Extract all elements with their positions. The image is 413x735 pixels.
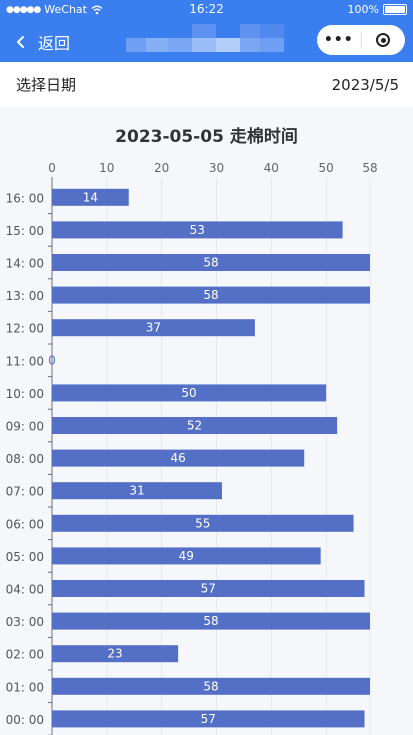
- bar: [52, 677, 370, 695]
- bar: [52, 417, 338, 434]
- data-label: 46: [170, 451, 185, 465]
- bar: [52, 547, 321, 565]
- bar: [52, 188, 129, 206]
- data-label: 55: [195, 516, 210, 530]
- chevron-left-icon: [17, 36, 24, 48]
- mini-program-capsule: •••: [317, 25, 405, 55]
- wifi-icon: [91, 5, 103, 14]
- x-tick-label: 20: [154, 161, 169, 175]
- status-left: ●●●●● WeChat: [6, 3, 103, 16]
- chart-container: 2023-05-05 走棉时间 0 10 20 30 40 50 58 16: 00 14 15:…: [0, 110, 413, 735]
- y-tick-label: 10: 00: [6, 387, 44, 401]
- status-time: 16:22: [189, 2, 224, 16]
- bar: [52, 254, 370, 271]
- carrier-label: WeChat: [44, 3, 87, 16]
- data-label: 31: [129, 484, 144, 498]
- y-tick-label: 04: 00: [6, 583, 44, 597]
- y-tick-label: 12: 00: [6, 322, 44, 336]
- status-right: 100%: [348, 3, 407, 16]
- data-label: 49: [179, 549, 194, 563]
- more-icon[interactable]: •••: [323, 32, 354, 48]
- signal-icon: ●●●●●: [6, 4, 41, 15]
- y-tick-label: 07: 00: [6, 485, 44, 499]
- data-label: 0: [48, 353, 56, 367]
- y-tick-label: 02: 00: [6, 648, 44, 662]
- back-button[interactable]: 返回: [14, 30, 70, 54]
- battery-percent: 100%: [347, 3, 379, 16]
- capsule-divider: [360, 32, 362, 48]
- y-tick-label: 03: 00: [6, 615, 44, 629]
- bar: [52, 710, 365, 728]
- bar: [52, 580, 365, 597]
- data-label: 53: [190, 223, 205, 237]
- bar: [52, 482, 222, 500]
- target-icon: [376, 33, 391, 47]
- data-label: 57: [201, 582, 216, 596]
- y-tick-label: 08: 00: [6, 452, 44, 466]
- status-bar: ●●●●● WeChat 16:22 100%: [0, 0, 413, 20]
- data-label: 58: [203, 614, 218, 628]
- bar: [52, 384, 327, 402]
- close-button[interactable]: [361, 33, 405, 47]
- y-tick-label: 00: 00: [6, 713, 44, 727]
- x-tick-label: 40: [264, 161, 279, 175]
- bar: [52, 221, 343, 239]
- x-tick-label: 10: [99, 161, 114, 175]
- y-tick-label: 15: 00: [6, 224, 44, 238]
- x-tick-label: 58: [362, 161, 377, 175]
- y-tick-label: 05: 00: [6, 550, 44, 564]
- date-value[interactable]: 2023/5/5: [331, 75, 399, 94]
- x-tick-label: 0: [48, 161, 56, 175]
- data-label: 52: [187, 419, 202, 433]
- bar: [52, 514, 354, 532]
- data-label: 58: [203, 256, 218, 270]
- date-label: 选择日期: [16, 76, 77, 94]
- data-label: 50: [181, 386, 196, 400]
- bar-chart: 0 10 20 30 40 50 58 16: 00 14 15: 00 53 14: 00 58 13:…: [6, 161, 378, 735]
- bar: [52, 449, 305, 467]
- y-tick-label: 06: 00: [6, 517, 44, 531]
- data-label: 58: [203, 288, 218, 302]
- bar: [52, 645, 179, 663]
- y-tick-label: 14: 00: [6, 257, 44, 271]
- data-label: 14: [83, 190, 98, 204]
- y-tick-label: 01: 00: [6, 680, 44, 694]
- bar: [52, 319, 255, 337]
- bar: [52, 612, 370, 630]
- chart-title: 2023-05-05 走棉时间: [115, 127, 298, 147]
- data-label: 57: [201, 712, 216, 726]
- date-picker-row[interactable]: 选择日期 2023/5/5: [0, 62, 413, 107]
- back-label: 返回: [38, 34, 71, 53]
- bar: [52, 286, 370, 304]
- x-tick-label: 50: [318, 161, 333, 175]
- data-label: 23: [107, 647, 122, 661]
- y-tick-label: 16: 00: [6, 191, 44, 205]
- y-tick-label: 13: 00: [6, 289, 44, 303]
- nav-bar: 返回 •••: [0, 20, 413, 62]
- data-label: 58: [203, 679, 218, 693]
- battery-icon: [383, 4, 407, 15]
- data-label: 37: [146, 321, 161, 335]
- blurred-title: [126, 24, 284, 52]
- y-tick-label: 11: 00: [6, 354, 44, 368]
- y-tick-label: 09: 00: [6, 420, 44, 434]
- x-tick-label: 30: [209, 161, 224, 175]
